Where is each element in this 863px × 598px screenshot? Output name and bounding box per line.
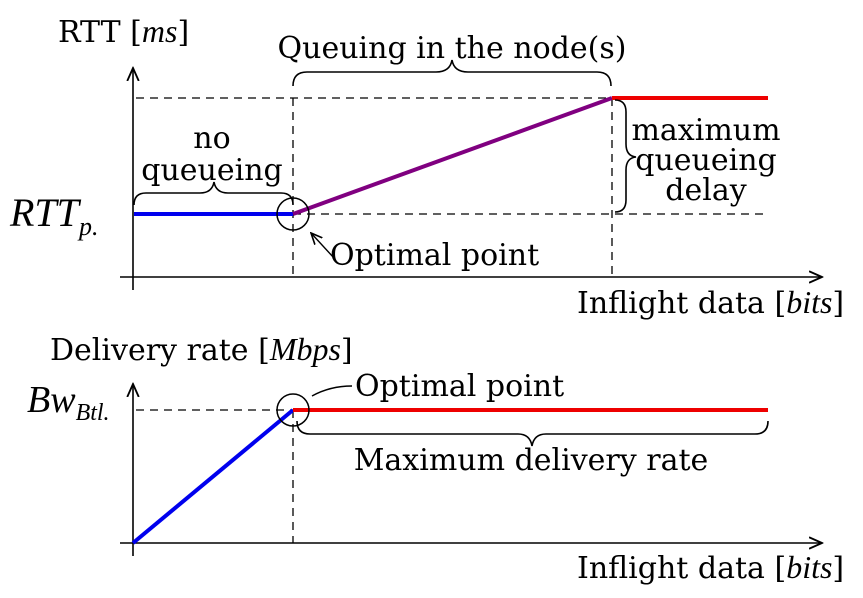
rtt-x-axis-title: Inflight data [bits]: [577, 284, 844, 321]
max-rate-brace: [296, 420, 769, 447]
delivery-rate-diagram: Delivery rate [Mbps] BwBtl. Optimal poin…: [27, 331, 844, 586]
optimal-point-arrow: [311, 233, 335, 259]
queueing-segment: [292, 96, 613, 216]
max-delay-label-line3: delay: [665, 173, 746, 208]
rate-optimal-point-label: Optimal point: [355, 369, 564, 404]
max-delay-label-line1: maximum: [631, 113, 780, 148]
max-rate-label: Maximum delivery rate: [354, 443, 709, 478]
rate-optimal-point-circle: [276, 393, 310, 427]
max-delay-label-line2: queueing: [635, 143, 776, 178]
no-queueing-label-line2: queueing: [141, 153, 282, 188]
rtt-diagram: RTT [ms] RTTp. Queuing in the node(s) no…: [9, 13, 844, 321]
no-queueing-brace: [133, 181, 294, 206]
rate-axis-title: Delivery rate [Mbps]: [50, 331, 353, 368]
rate-ramp-segment: [131, 408, 295, 545]
queuing-label: Queuing in the node(s): [278, 31, 627, 66]
rate-optimal-point-leader: [311, 385, 353, 397]
no-queueing-label-line1: no: [193, 121, 230, 156]
queuing-brace: [292, 59, 612, 87]
bw-btl-label: BwBtl.: [27, 379, 110, 426]
max-delay-brace: [614, 99, 637, 213]
optimal-point-circle: [276, 197, 310, 231]
rate-x-axis-title: Inflight data [bits]: [577, 549, 844, 586]
optimal-point-label: Optimal point: [330, 238, 539, 273]
rtt-axis-title: RTT [ms]: [58, 13, 189, 50]
rtt-p-label: RTTp.: [9, 190, 98, 241]
